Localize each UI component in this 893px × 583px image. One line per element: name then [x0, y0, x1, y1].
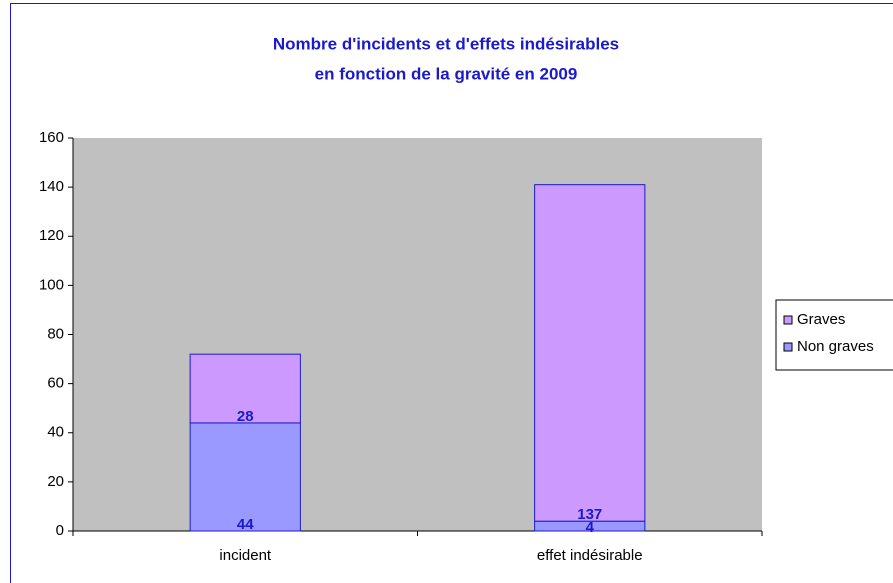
y-tick-label: 140 [39, 178, 64, 195]
y-tick-label: 160 [39, 129, 64, 146]
y-tick-label: 60 [47, 375, 64, 392]
x-tick-label: effet indésirable [537, 547, 643, 564]
x-tick-label: incident [219, 547, 272, 564]
bar-segment [189, 353, 301, 424]
y-tick-label: 0 [56, 522, 64, 539]
bar-segment [534, 184, 646, 522]
data-label: 4 [586, 519, 595, 536]
legend-box [775, 299, 893, 371]
chart-title: Nombre d'incidents et d'effets indésirab… [273, 34, 619, 53]
legend-label: Graves [797, 311, 845, 328]
data-label: 44 [237, 516, 254, 533]
legend-swatch [783, 315, 793, 325]
data-label: 137 [577, 506, 602, 523]
chart-title: en fonction de la gravité en 2009 [315, 64, 578, 83]
y-tick-label: 120 [39, 227, 64, 244]
bar-segment [189, 422, 301, 532]
y-tick-label: 20 [47, 473, 64, 490]
y-tick-label: 40 [47, 424, 64, 441]
y-tick-label: 100 [39, 276, 64, 293]
data-label: 28 [237, 408, 254, 425]
y-tick-label: 80 [47, 325, 64, 342]
legend-swatch [783, 342, 793, 352]
plot-area [73, 138, 762, 531]
legend-label: Non graves [797, 338, 874, 355]
